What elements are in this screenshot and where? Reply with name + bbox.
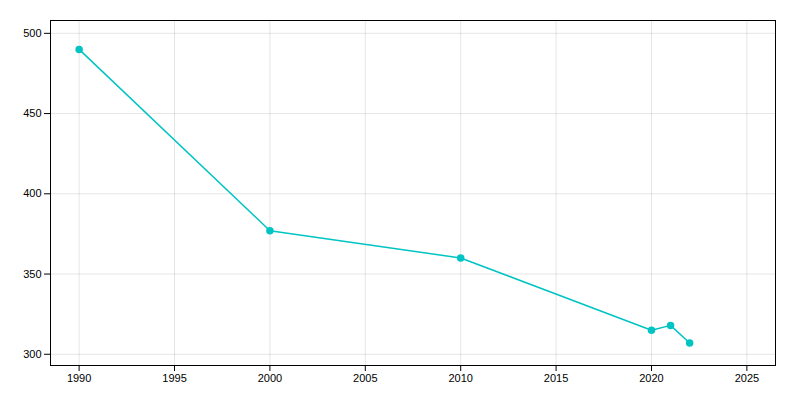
svg-text:300: 300 — [23, 348, 41, 360]
svg-text:350: 350 — [23, 268, 41, 280]
svg-text:2005: 2005 — [353, 372, 377, 384]
svg-text:500: 500 — [23, 27, 41, 39]
svg-text:2020: 2020 — [639, 372, 663, 384]
svg-text:2015: 2015 — [544, 372, 568, 384]
svg-text:2000: 2000 — [258, 372, 282, 384]
svg-text:1990: 1990 — [67, 372, 91, 384]
svg-text:400: 400 — [23, 187, 41, 199]
svg-text:2025: 2025 — [735, 372, 759, 384]
svg-text:450: 450 — [23, 107, 41, 119]
svg-text:2010: 2010 — [448, 372, 472, 384]
svg-text:1995: 1995 — [162, 372, 186, 384]
